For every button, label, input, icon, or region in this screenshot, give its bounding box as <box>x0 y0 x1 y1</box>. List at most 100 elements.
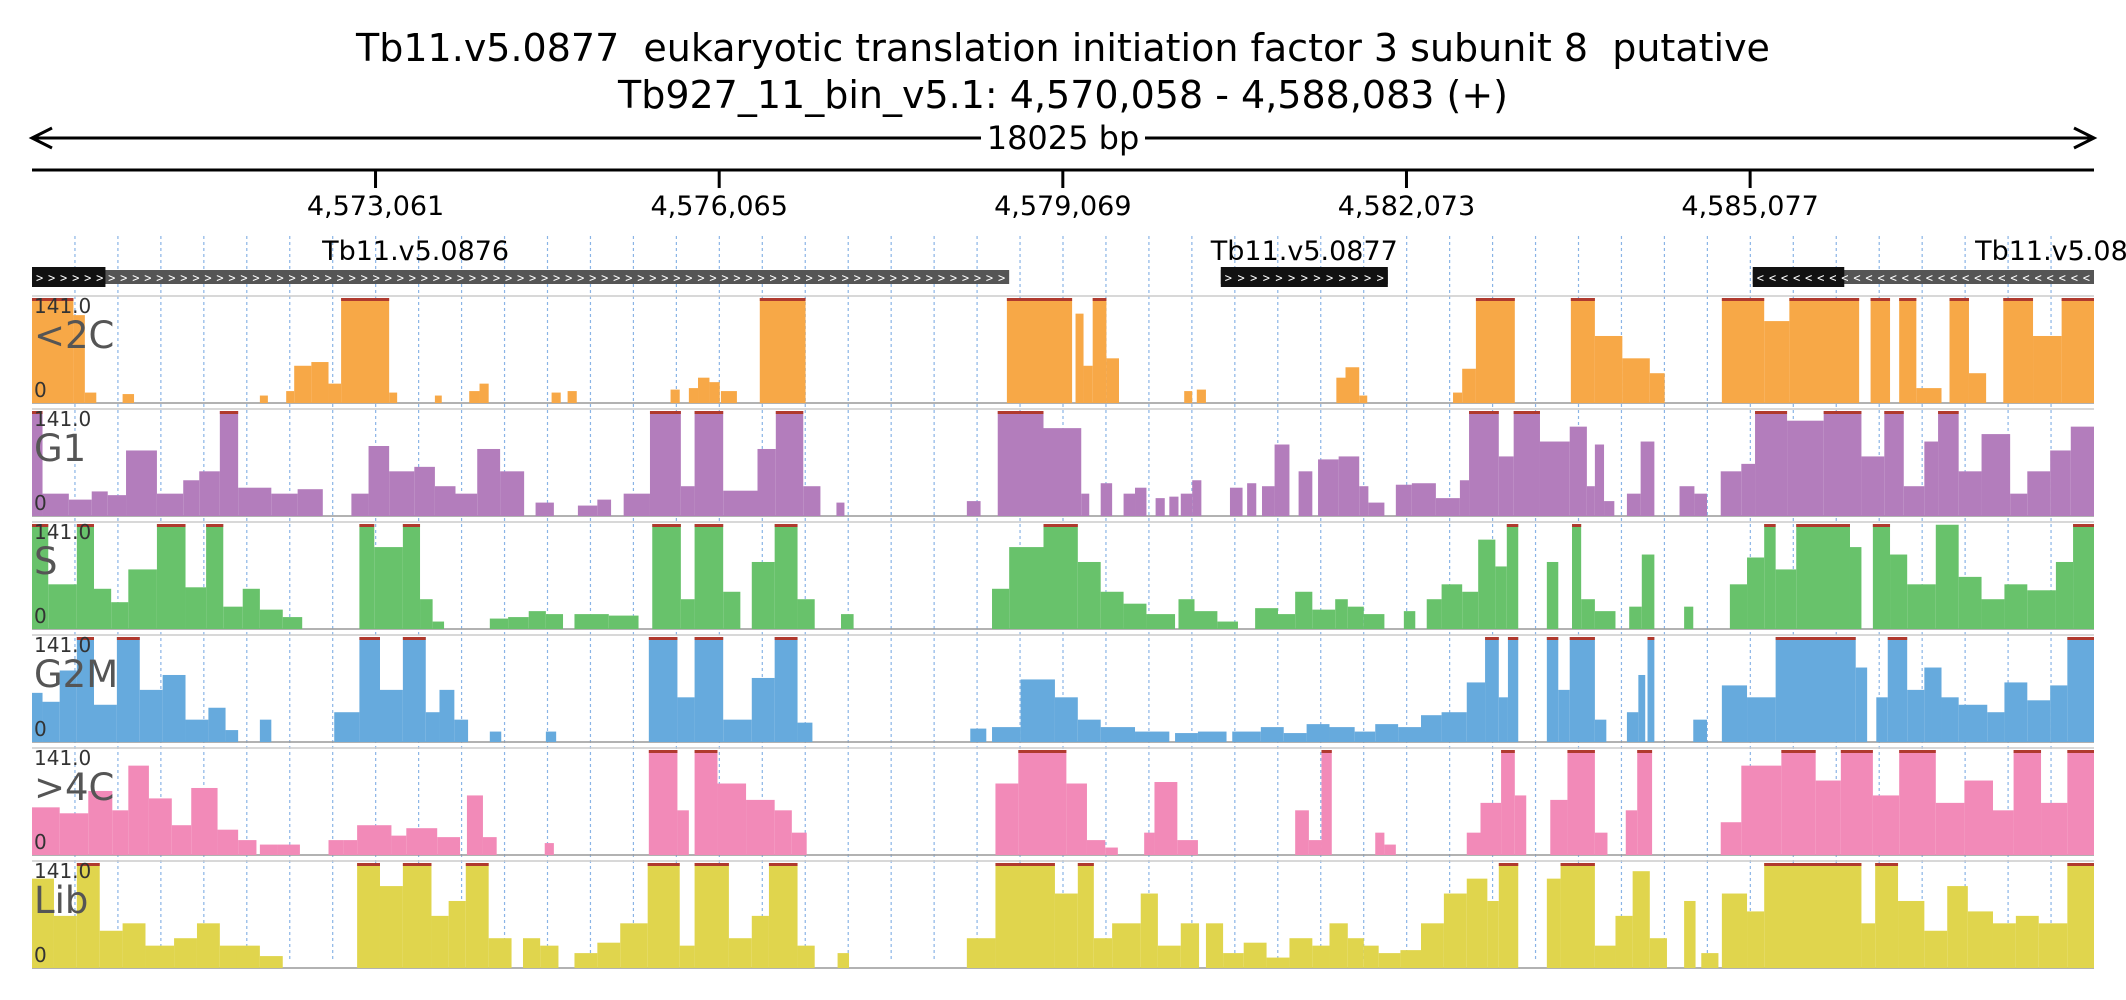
clip-marker <box>1572 524 1582 527</box>
coverage-bar <box>357 825 392 855</box>
coverage-bar <box>1318 459 1339 516</box>
coverage-bar <box>406 828 438 855</box>
coverage-bar <box>68 499 92 516</box>
coverage-bar <box>1435 498 1460 516</box>
track-max-label: 141.0 <box>34 633 91 657</box>
coverage-bar <box>992 588 1010 629</box>
coverage-bar <box>259 844 278 855</box>
coverage-bar <box>528 611 546 629</box>
clip-marker <box>1781 750 1816 753</box>
coverage-bar <box>577 505 598 516</box>
coverage-bar <box>1958 471 1982 516</box>
coverage-bar <box>156 524 186 629</box>
coverage-bar <box>1967 911 1993 968</box>
coverage-bar <box>1694 493 1707 516</box>
coverage-bar <box>1421 923 1444 968</box>
clip-marker <box>2067 863 2094 866</box>
coverage-bar <box>1155 498 1165 516</box>
coverage-bar <box>225 730 239 742</box>
clip-marker <box>1647 637 1655 640</box>
clip-marker <box>402 863 432 866</box>
coverage-bar <box>837 953 850 968</box>
coverage-bar <box>992 727 1021 742</box>
coverage-bar <box>477 448 501 516</box>
track-name-label: >4C <box>34 766 114 809</box>
clip-marker <box>652 524 681 527</box>
clip-marker <box>1789 298 1860 301</box>
gene-Tb11.v5.0876: >>>>>>>>>>>>>>>>>>>>>>>>>>>>>>>>>>>>>>>>… <box>32 236 1010 287</box>
gene-label: Tb11.v5.0877 <box>1210 236 1398 267</box>
coverage-bar <box>126 450 157 516</box>
coverage-bar <box>402 863 432 968</box>
coverage-bar <box>535 502 554 516</box>
coverage-bar <box>1177 840 1198 855</box>
coverage-bar <box>112 810 129 855</box>
coverage-bar <box>311 362 329 403</box>
clip-marker <box>694 637 724 640</box>
clip-marker <box>1899 298 1917 301</box>
coverage-bar <box>694 863 729 968</box>
coverage-bar <box>402 524 421 629</box>
track-min-label: 0 <box>34 491 47 515</box>
coverage-bar <box>1498 456 1514 516</box>
coverage-bar <box>1192 480 1202 516</box>
coverage-bar <box>1684 900 1696 968</box>
coverage-bar <box>1506 524 1519 629</box>
coverage-bar <box>1384 844 1396 855</box>
coverage-bar <box>1283 733 1307 742</box>
coverage-bar <box>1949 298 1969 403</box>
coverage-bar <box>623 493 650 516</box>
clip-marker <box>1823 411 1862 414</box>
coverage-bar <box>1684 606 1694 629</box>
coverage-bar <box>540 945 559 968</box>
coverage-bar <box>454 719 469 742</box>
coverage-bar <box>1992 923 2016 968</box>
coverage-bar <box>1081 493 1090 516</box>
coverage-bar <box>455 493 478 516</box>
track-<2C: 141.0 0 <2C <box>32 294 2094 404</box>
coverage-bar <box>1898 900 1925 968</box>
coverage-bar <box>1884 411 1904 516</box>
coverage-bar <box>1615 915 1633 968</box>
track-name-label: Lib <box>34 879 88 922</box>
track-min-label: 0 <box>34 378 47 402</box>
coverage-bar <box>122 923 146 968</box>
coverage-bar <box>723 591 741 629</box>
coverage-bar <box>1359 395 1368 403</box>
coverage-bar <box>1567 750 1595 855</box>
coverage-bar <box>219 411 239 516</box>
figure-title: Tb11.v5.0877 eukaryotic translation init… <box>356 26 1770 70</box>
coverage-bar <box>1475 298 1515 403</box>
coverage-bar <box>1368 502 1385 516</box>
coverage-bar <box>1498 863 1519 968</box>
coverage-bar <box>128 569 157 629</box>
coverage-bar <box>1347 606 1364 629</box>
clip-marker <box>1884 411 1904 414</box>
clip-marker <box>1043 524 1078 527</box>
coverage-bar <box>1092 298 1107 403</box>
coverage-bar <box>1054 893 1078 968</box>
clip-marker <box>341 298 390 301</box>
coverage-bar <box>238 487 272 516</box>
coverage-bar <box>1815 780 1841 855</box>
coverage-bar <box>434 486 456 516</box>
coverage-bar <box>677 697 695 742</box>
coverage-bar <box>1298 471 1313 516</box>
coverage-bar <box>1637 750 1653 855</box>
coverage-bar <box>1558 689 1570 742</box>
coverage-bar <box>1453 392 1463 403</box>
coverage-bar <box>1887 637 1908 742</box>
coverage-bar <box>1466 878 1488 968</box>
coverage-bar <box>389 471 415 516</box>
strand-arrow-icon: >>>>>>>>>>>>> <box>1225 271 1384 285</box>
gene-annotations: >>>>>>>>>>>>>>>>>>>>>>>>>>>>>>>>>>>>>>>>… <box>32 236 2126 287</box>
coverage-bar <box>1261 486 1275 516</box>
coverage-bar <box>1247 483 1257 516</box>
coverage-bar <box>1720 471 1742 516</box>
coverage-bar <box>414 466 435 516</box>
coverage-bar <box>199 471 220 516</box>
axis-ticks: 4,573,061 4,576,065 4,579,069 4,582,073 4,58… <box>307 170 1819 222</box>
coverage-bar <box>1594 335 1623 403</box>
coverage-bar <box>1146 614 1176 629</box>
